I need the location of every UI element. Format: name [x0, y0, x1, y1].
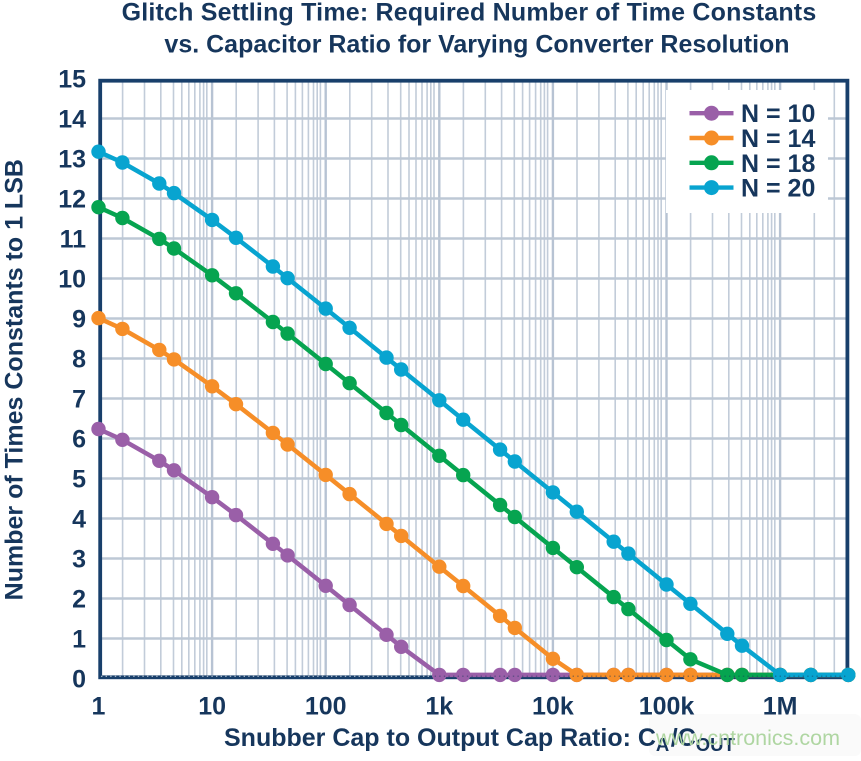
svg-text:Snubber Cap to Output Cap Rati: Snubber Cap to Output Cap Ratio: CA/COUT: [224, 724, 736, 755]
svg-text:7: 7: [72, 386, 86, 414]
svg-text:4: 4: [72, 506, 86, 534]
svg-text:www.cntronics.com: www.cntronics.com: [655, 726, 840, 750]
svg-text:15: 15: [58, 66, 86, 94]
svg-text:5: 5: [72, 466, 86, 494]
svg-text:12: 12: [58, 186, 86, 214]
svg-text:1: 1: [92, 693, 106, 721]
svg-text:6: 6: [72, 426, 86, 454]
svg-text:3: 3: [72, 546, 86, 574]
svg-text:N = 14: N = 14: [741, 125, 815, 153]
svg-text:1k: 1k: [425, 693, 453, 721]
svg-text:100: 100: [305, 693, 347, 721]
svg-text:2: 2: [72, 586, 86, 614]
svg-text:1: 1: [72, 626, 86, 654]
svg-text:10k: 10k: [532, 693, 574, 721]
svg-text:N = 18: N = 18: [741, 150, 815, 178]
svg-text:0: 0: [72, 666, 86, 694]
svg-text:Number of Times Constants to 1: Number of Times Constants to 1 LSB: [0, 159, 28, 600]
svg-text:10: 10: [58, 266, 86, 294]
svg-text:8: 8: [72, 346, 86, 374]
svg-text:vs. Capacitor Ratio for Varyin: vs. Capacitor Ratio for Varying Converte…: [164, 30, 789, 58]
svg-text:100k: 100k: [639, 693, 695, 721]
svg-text:13: 13: [58, 146, 86, 174]
svg-text:N = 20: N = 20: [741, 175, 815, 203]
svg-text:Glitch Settling Time: Required: Glitch Settling Time: Required Number of…: [122, 0, 817, 27]
svg-text:N = 10: N = 10: [741, 100, 815, 128]
svg-text:1M: 1M: [763, 693, 798, 721]
svg-text:14: 14: [58, 106, 86, 134]
svg-text:10: 10: [198, 693, 226, 721]
svg-text:11: 11: [60, 226, 87, 254]
svg-text:9: 9: [72, 306, 86, 334]
